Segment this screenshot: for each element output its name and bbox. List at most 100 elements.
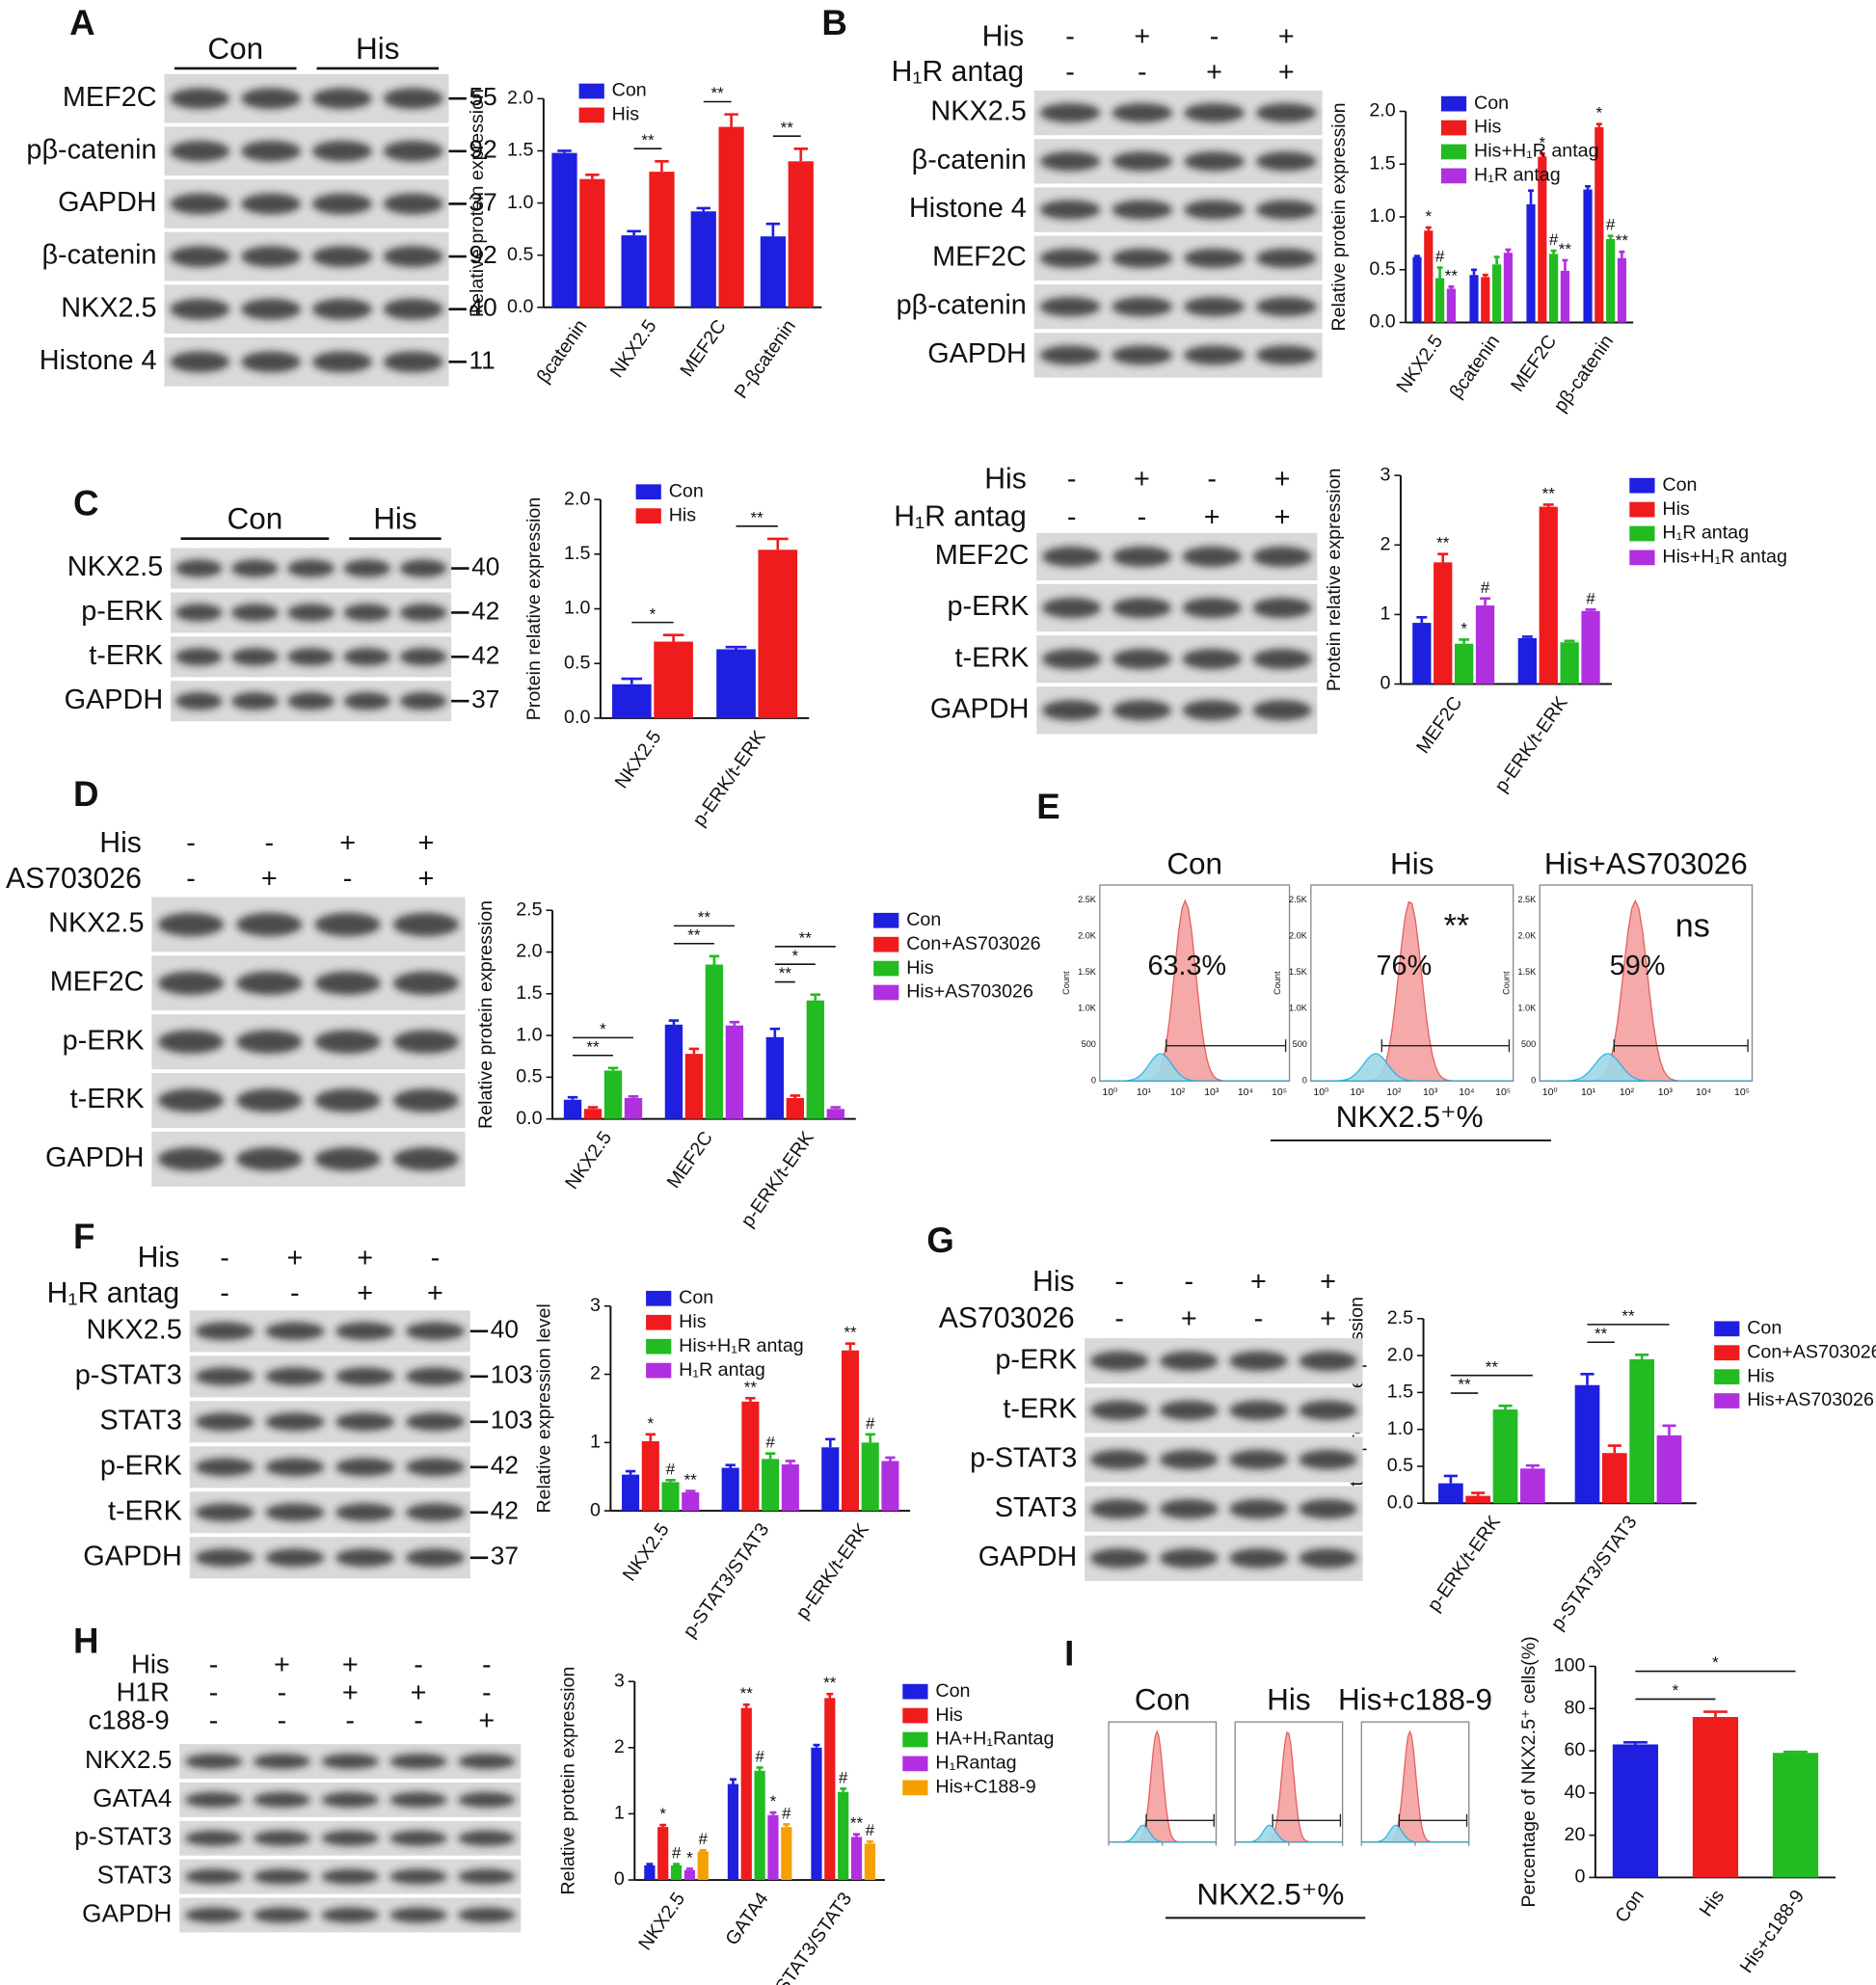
significance: ** bbox=[1486, 1357, 1499, 1376]
blot-band bbox=[1089, 1548, 1149, 1569]
error-bar bbox=[1703, 1710, 1728, 1717]
treatment-sign: - bbox=[482, 1650, 492, 1680]
flow-title: Con bbox=[1135, 1682, 1191, 1716]
blot-row-label: Histone 4 bbox=[40, 345, 157, 376]
treatment-name: His bbox=[984, 463, 1027, 495]
legend-label: Con bbox=[679, 1287, 713, 1308]
y-tick-label: 100 bbox=[1554, 1655, 1586, 1677]
error-bar bbox=[1436, 266, 1443, 279]
blot-band bbox=[383, 351, 443, 373]
blot-band bbox=[1112, 297, 1173, 317]
blot-band bbox=[392, 912, 460, 937]
legend-swatch bbox=[1714, 1345, 1740, 1361]
significance: # bbox=[672, 1844, 682, 1863]
panel-letter: C bbox=[73, 483, 99, 523]
bar bbox=[1606, 238, 1616, 323]
bar bbox=[1595, 126, 1604, 323]
flow-y-tick: 1.5K bbox=[1517, 967, 1536, 977]
error-bar bbox=[668, 1019, 680, 1025]
blot-band bbox=[230, 648, 279, 666]
blot-band bbox=[1039, 102, 1101, 123]
significance: # bbox=[1586, 589, 1595, 607]
treatment-sign: - bbox=[1210, 21, 1219, 52]
blot-row-label: pβ-catenin bbox=[897, 290, 1027, 321]
bar bbox=[621, 235, 647, 308]
bar bbox=[824, 1698, 836, 1881]
treatment-sign: - bbox=[186, 863, 196, 894]
flow-x-tick: 10¹ bbox=[1137, 1087, 1152, 1098]
y-tick-label: 2.0 bbox=[507, 88, 533, 109]
bar bbox=[788, 161, 814, 308]
error-bar bbox=[557, 149, 572, 153]
x-tick-label: NKX2.5 bbox=[619, 1519, 674, 1585]
y-axis-label: Protein relative expression bbox=[1324, 469, 1345, 692]
blot-band bbox=[174, 692, 223, 711]
blot-band bbox=[399, 648, 447, 666]
x-tick-label: MEF2C bbox=[1507, 331, 1561, 395]
flow-y-tick: 2.0K bbox=[1517, 931, 1536, 941]
blot-band bbox=[184, 1754, 243, 1770]
x-tick-label: MEF2C bbox=[677, 316, 731, 381]
bar bbox=[654, 641, 693, 718]
error-bar bbox=[1493, 255, 1500, 265]
blot-band bbox=[195, 1503, 255, 1522]
y-tick-label: 2.0 bbox=[564, 488, 590, 509]
flow-y-tick: 1.5K bbox=[1078, 967, 1096, 977]
bar bbox=[1539, 506, 1558, 684]
mw-label: 40 bbox=[469, 293, 497, 322]
x-tick-label: p-ERK/t-ERK bbox=[1424, 1512, 1505, 1615]
panel-letter: D bbox=[73, 774, 99, 814]
blot-band bbox=[265, 1548, 325, 1568]
blot-band bbox=[1229, 1351, 1288, 1371]
blot-row-label: GAPDH bbox=[978, 1542, 1078, 1572]
x-tick-label: p-ERK/t-ERK bbox=[792, 1519, 873, 1623]
blot-band bbox=[1184, 200, 1245, 220]
panel-letter: E bbox=[1036, 787, 1059, 826]
blot-row-label: GATA4 bbox=[93, 1784, 172, 1812]
error-bar bbox=[769, 1027, 781, 1037]
blot-band bbox=[1182, 649, 1242, 670]
blot-band bbox=[1112, 700, 1172, 721]
significance: # bbox=[1549, 230, 1559, 249]
flow-y-tick: 2.0K bbox=[1289, 931, 1307, 941]
legend-swatch bbox=[873, 912, 899, 928]
x-tick-label: NKX2.5 bbox=[561, 1128, 616, 1194]
legend-label: Con+AS703026 bbox=[1747, 1341, 1876, 1362]
flow-y-tick: 500 bbox=[1082, 1039, 1096, 1049]
treatment-sign: - bbox=[1254, 1303, 1264, 1334]
blot-band bbox=[1255, 297, 1317, 317]
blot-band bbox=[236, 1147, 303, 1171]
significance: ** bbox=[1621, 1307, 1635, 1326]
significance: # bbox=[755, 1747, 764, 1765]
blot-band bbox=[1112, 345, 1173, 365]
blot-band bbox=[184, 1791, 243, 1808]
y-tick-label: 2.5 bbox=[1387, 1307, 1413, 1328]
significance: # bbox=[839, 1768, 848, 1786]
blot-band bbox=[1042, 546, 1102, 568]
y-tick-label: 0 bbox=[614, 1868, 625, 1890]
flow-x-tick: 10⁰ bbox=[1542, 1087, 1558, 1098]
bar bbox=[1574, 1384, 1600, 1504]
error-bar bbox=[1525, 1463, 1540, 1469]
treatment-name: c188-9 bbox=[89, 1704, 170, 1734]
treatment-sign: + bbox=[1278, 57, 1295, 88]
blot-band bbox=[389, 1868, 447, 1885]
bar bbox=[758, 550, 798, 718]
treatment-sign: - bbox=[431, 1243, 441, 1274]
bar bbox=[718, 126, 744, 308]
treatment-sign: - bbox=[1065, 57, 1075, 88]
bar bbox=[1438, 1483, 1463, 1504]
error-bar bbox=[830, 1106, 842, 1110]
significance: # bbox=[1606, 216, 1616, 234]
x-tick-label: βcatenin bbox=[1445, 331, 1504, 402]
flow-title: Con bbox=[1166, 847, 1222, 881]
significance: ** bbox=[711, 84, 725, 102]
histogram-control bbox=[1361, 1824, 1469, 1843]
y-axis-label: Relative protein expression bbox=[557, 1667, 578, 1895]
error-bar bbox=[1437, 552, 1449, 563]
blot-band bbox=[1255, 102, 1317, 123]
treatment-sign: + bbox=[339, 828, 356, 859]
x-tick-label: NKX2.5 bbox=[1392, 331, 1447, 396]
blot-band bbox=[265, 1503, 325, 1522]
treatment-sign: - bbox=[1067, 464, 1077, 495]
